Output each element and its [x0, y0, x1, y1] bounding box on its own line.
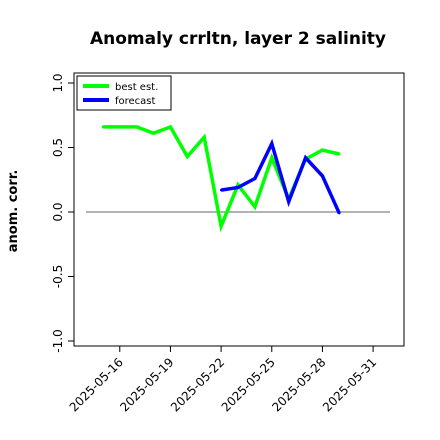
- y-axis-label: anom. corr.: [6, 170, 21, 253]
- data-point: [203, 136, 206, 139]
- data-point: [270, 142, 273, 145]
- data-point: [304, 156, 307, 159]
- data-point: [135, 125, 138, 129]
- data-point: [321, 148, 324, 152]
- data-point: [186, 155, 189, 158]
- legend: best est. forecast: [76, 75, 172, 111]
- data-point: [253, 205, 257, 208]
- data-point: [101, 125, 105, 129]
- data-point: [118, 125, 122, 129]
- data-point: [321, 174, 324, 178]
- legend-box: [76, 75, 172, 111]
- y-tick-label: -1.0: [51, 329, 65, 352]
- data-point: [152, 132, 155, 135]
- data-point: [338, 212, 341, 215]
- legend-label: best est.: [115, 82, 158, 93]
- y-tick-label: 0.5: [51, 138, 65, 157]
- series-line-0: [102, 124, 340, 233]
- data-point: [219, 225, 223, 228]
- series-line-1: [220, 138, 341, 215]
- y-tick-label: 0.0: [51, 202, 65, 221]
- data-point: [253, 177, 257, 180]
- data-point: [287, 200, 290, 203]
- y-tick-label: 1.0: [51, 73, 65, 92]
- chart-title: Anomaly crrltn, layer 2 salinity: [90, 29, 386, 49]
- data-point: [270, 156, 273, 159]
- y-tick-label: -0.5: [51, 265, 65, 288]
- x-tick-label: 2025-05-31: [320, 355, 379, 414]
- data-point: [338, 152, 341, 156]
- plot-area: [73, 72, 405, 347]
- data-point: [219, 188, 223, 192]
- data-point: [169, 125, 172, 129]
- legend-label: forecast: [115, 96, 156, 107]
- data-point: [236, 186, 240, 189]
